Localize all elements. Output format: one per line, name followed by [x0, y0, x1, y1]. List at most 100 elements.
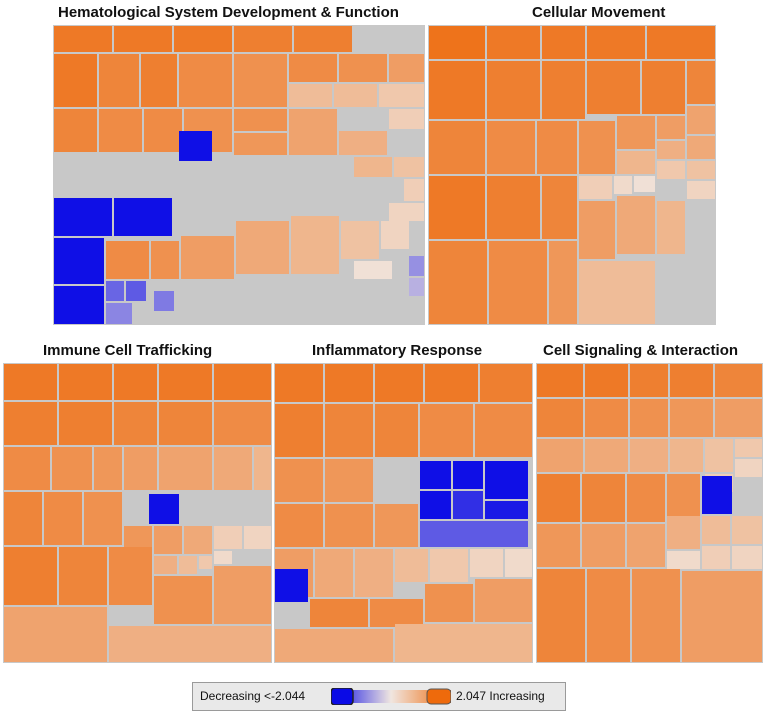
treemap-tile[interactable]: [715, 364, 762, 397]
treemap-tile[interactable]: [682, 571, 762, 662]
treemap-tile[interactable]: [325, 404, 373, 457]
treemap-tile[interactable]: [109, 547, 152, 605]
treemap-tile[interactable]: [687, 61, 715, 104]
treemap-tile[interactable]: [632, 569, 680, 662]
treemap-tile[interactable]: [234, 26, 292, 52]
treemap-tile[interactable]: [409, 278, 424, 296]
treemap-tile[interactable]: [199, 556, 212, 569]
treemap-tile[interactable]: [114, 26, 172, 52]
treemap-tile[interactable]: [705, 439, 733, 472]
treemap-tile[interactable]: [181, 236, 234, 279]
treemap-tile[interactable]: [404, 179, 424, 201]
treemap-tile[interactable]: [244, 526, 271, 549]
treemap-tile[interactable]: [732, 516, 762, 544]
treemap-tile[interactable]: [505, 549, 532, 577]
treemap-tile[interactable]: [159, 364, 212, 400]
treemap-tile[interactable]: [429, 61, 485, 119]
treemap-tile[interactable]: [389, 203, 424, 221]
treemap-tile[interactable]: [325, 364, 373, 402]
treemap-tile[interactable]: [4, 547, 57, 605]
treemap-tile[interactable]: [395, 549, 428, 582]
treemap-tile[interactable]: [325, 459, 373, 502]
treemap-tile[interactable]: [627, 524, 665, 567]
treemap-tile[interactable]: [44, 492, 82, 545]
treemap-tile[interactable]: [687, 136, 715, 159]
treemap-tile[interactable]: [487, 176, 540, 239]
treemap-tile[interactable]: [735, 459, 762, 477]
treemap-tile[interactable]: [106, 303, 132, 324]
treemap-tile[interactable]: [487, 61, 540, 119]
treemap-tile[interactable]: [275, 629, 393, 662]
treemap-tile[interactable]: [275, 504, 323, 547]
treemap-tile[interactable]: [354, 157, 392, 177]
treemap-tile[interactable]: [179, 131, 212, 161]
treemap-tile[interactable]: [587, 26, 645, 59]
treemap-tile[interactable]: [470, 549, 503, 577]
treemap-tile[interactable]: [429, 241, 487, 324]
treemap-tile[interactable]: [289, 84, 332, 107]
treemap-tile[interactable]: [291, 216, 339, 274]
treemap-tile[interactable]: [52, 447, 92, 490]
treemap-tile[interactable]: [275, 459, 323, 502]
treemap-tile[interactable]: [475, 579, 532, 622]
treemap-tile[interactable]: [667, 551, 700, 569]
treemap-tile[interactable]: [214, 566, 271, 624]
treemap-tile[interactable]: [389, 54, 424, 82]
treemap-tile[interactable]: [542, 176, 577, 239]
treemap-tile[interactable]: [254, 447, 271, 490]
treemap-tile[interactable]: [234, 109, 287, 131]
treemap-tile[interactable]: [670, 399, 713, 437]
treemap-tile[interactable]: [99, 54, 139, 107]
treemap-tile[interactable]: [687, 106, 715, 134]
treemap-tile[interactable]: [585, 439, 628, 472]
treemap-tile[interactable]: [4, 364, 57, 400]
treemap-tile[interactable]: [667, 474, 700, 522]
treemap-tile[interactable]: [59, 547, 107, 605]
treemap-tile[interactable]: [409, 256, 424, 276]
treemap-tile[interactable]: [579, 261, 655, 324]
treemap-tile[interactable]: [715, 399, 762, 437]
treemap-tile[interactable]: [375, 504, 418, 547]
treemap-tile[interactable]: [354, 261, 392, 279]
treemap-tile[interactable]: [667, 516, 700, 549]
treemap-tile[interactable]: [702, 546, 730, 569]
treemap-tile[interactable]: [389, 109, 424, 129]
treemap-tile[interactable]: [59, 364, 112, 400]
treemap-tile[interactable]: [587, 61, 640, 114]
treemap-tile[interactable]: [420, 521, 528, 547]
treemap-tile[interactable]: [702, 476, 732, 514]
treemap-tile[interactable]: [537, 474, 580, 522]
treemap-tile[interactable]: [537, 399, 583, 437]
treemap-tile[interactable]: [144, 109, 182, 152]
treemap-tile[interactable]: [657, 141, 685, 159]
treemap-tile[interactable]: [54, 26, 112, 52]
treemap-tile[interactable]: [4, 492, 42, 545]
treemap-tile[interactable]: [582, 524, 625, 567]
treemap-tile[interactable]: [630, 364, 668, 397]
treemap-tile[interactable]: [420, 491, 451, 519]
treemap-tile[interactable]: [657, 201, 685, 254]
treemap-tile[interactable]: [310, 599, 368, 627]
treemap-tile[interactable]: [537, 439, 583, 472]
treemap-tile[interactable]: [475, 404, 532, 457]
treemap-tile[interactable]: [4, 402, 57, 445]
treemap-tile[interactable]: [420, 404, 473, 457]
treemap-tile[interactable]: [687, 181, 715, 199]
legend-low-handle[interactable]: [331, 688, 354, 705]
treemap-tile[interactable]: [381, 221, 409, 249]
treemap-tile[interactable]: [370, 599, 423, 627]
treemap-tile[interactable]: [151, 241, 179, 279]
treemap-tile[interactable]: [480, 364, 532, 402]
treemap-tile[interactable]: [4, 607, 107, 662]
treemap-tile[interactable]: [234, 54, 287, 107]
treemap-tile[interactable]: [124, 447, 157, 490]
treemap-tile[interactable]: [99, 109, 142, 152]
treemap-tile[interactable]: [549, 241, 577, 324]
treemap-tile[interactable]: [54, 109, 97, 152]
treemap-tile[interactable]: [109, 626, 271, 662]
treemap-tile[interactable]: [214, 551, 232, 564]
treemap-tile[interactable]: [379, 84, 424, 107]
treemap-tile[interactable]: [154, 556, 177, 574]
treemap-tile[interactable]: [429, 176, 485, 239]
treemap-tile[interactable]: [537, 364, 583, 397]
